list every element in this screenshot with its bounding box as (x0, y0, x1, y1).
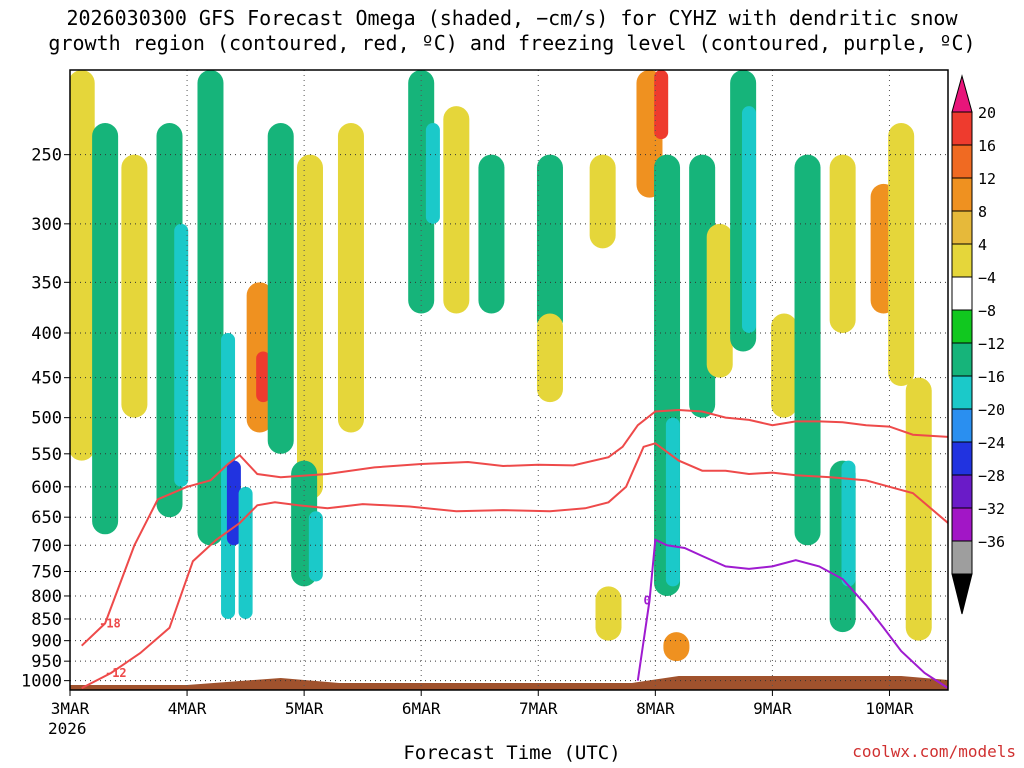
omega-region-40 (905, 377, 932, 641)
omega-region-25 (654, 70, 669, 140)
y-tick-label-700: 700 (31, 536, 62, 556)
colorbar-label-4: 4 (978, 236, 987, 254)
omega-region-11 (267, 123, 294, 454)
x-tick-label-10MAR: 10MAR (865, 699, 914, 718)
omega-region-18 (443, 106, 470, 314)
colorbar-label-2: 12 (978, 170, 996, 188)
omega-region-8 (238, 486, 253, 619)
y-tick-label-500: 500 (31, 409, 62, 429)
colorbar-label-3: 8 (978, 203, 987, 221)
omega-region-22 (589, 154, 616, 249)
colorbar-label-5: −4 (978, 269, 996, 287)
colorbar-label-12: −32 (978, 500, 1005, 518)
omega-region-17 (425, 123, 440, 224)
omega-shading (70, 70, 932, 662)
terrain-surface (70, 676, 948, 690)
colorbar-swatch-1 (951, 111, 973, 146)
y-tick-label-850: 850 (31, 610, 62, 630)
contour-label-2: 0 (643, 594, 650, 608)
omega-region-19 (478, 154, 505, 314)
x-tick-label-8MAR: 8MAR (636, 699, 675, 718)
plot-frame (69, 69, 949, 691)
omega-region-0 (70, 70, 95, 461)
omega-region-23 (595, 586, 622, 641)
y-tick-label-350: 350 (31, 273, 62, 293)
colorbar-label-7: −12 (978, 335, 1005, 353)
omega-region-21 (536, 313, 563, 403)
x-tick-label-3MAR: 3MAR (51, 699, 90, 718)
y-tick-label-250: 250 (31, 146, 62, 166)
contours: -18 -12 0 (81, 408, 948, 689)
omega-region-30 (706, 223, 733, 378)
contour-line-0 (81, 408, 948, 647)
omega-region-12 (296, 154, 323, 500)
colorbar-swatch-7 (951, 309, 973, 344)
omega-region-34 (794, 154, 821, 546)
colorbar-label-11: −28 (978, 467, 1005, 485)
colorbar-swatch-10 (951, 408, 973, 443)
omega-region-32 (741, 106, 756, 333)
colorbar-label-13: −36 (978, 533, 1005, 551)
omega-region-5 (197, 70, 224, 546)
chart-title-line-1: 2026030300 GFS Forecast Omega (shaded, −… (66, 6, 958, 30)
colorbar-top-arrow (951, 74, 973, 113)
omega-region-4 (174, 223, 189, 487)
y-tick-label-950: 950 (31, 652, 62, 672)
omega-region-35 (829, 154, 856, 333)
y-tick-label-900: 900 (31, 632, 62, 652)
omega-region-33 (771, 313, 798, 418)
omega-region-10 (256, 351, 271, 403)
omega-region-1 (92, 123, 119, 535)
colorbar-label-6: −8 (978, 302, 996, 320)
omega-region-37 (841, 460, 856, 587)
y-tick-label-450: 450 (31, 369, 62, 389)
y-tick-label-650: 650 (31, 508, 62, 528)
x-axis-title: Forecast Time (UTC) (403, 742, 621, 764)
omega-region-27 (665, 417, 680, 587)
x-year-label: 2026 (48, 719, 87, 738)
y-tick-label-600: 600 (31, 478, 62, 498)
colorbar-swatch-12 (951, 474, 973, 509)
x-tick-label-7MAR: 7MAR (519, 699, 558, 718)
site-credit[interactable]: coolwx.com/models (852, 742, 1016, 761)
colorbar-swatch-5 (951, 243, 973, 278)
omega-region-14 (308, 511, 323, 582)
colorbar-label-10: −24 (978, 434, 1005, 452)
colorbar-label-9: −20 (978, 401, 1005, 419)
omega-region-39 (888, 123, 915, 387)
colorbar-label-1: 16 (978, 137, 996, 155)
omega-region-28 (663, 632, 690, 662)
colorbar-swatch-4 (951, 210, 973, 245)
colorbar-swatch-8 (951, 342, 973, 377)
colorbar-label-0: 20 (978, 104, 996, 122)
colorbar-swatch-14 (951, 540, 973, 575)
y-tick-label-1000: 1000 (21, 672, 62, 692)
x-tick-label-4MAR: 4MAR (168, 699, 207, 718)
y-tick-label-400: 400 (31, 324, 62, 344)
colorbar-swatch-9 (951, 375, 973, 410)
contour-line-2 (636, 538, 948, 689)
y-tick-label-550: 550 (31, 445, 62, 465)
colorbar-swatch-13 (951, 507, 973, 542)
x-tick-label-5MAR: 5MAR (285, 699, 324, 718)
omega-region-20 (536, 154, 563, 333)
contour-line-1 (81, 442, 948, 689)
x-tick-label-9MAR: 9MAR (753, 699, 792, 718)
y-tick-label-750: 750 (31, 562, 62, 582)
colorbar-swatch-6 (951, 276, 973, 311)
omega-region-15 (337, 123, 364, 433)
colorbar-swatch-2 (951, 144, 973, 179)
x-tick-label-6MAR: 6MAR (402, 699, 441, 718)
colorbar-label-8: −16 (978, 368, 1005, 386)
colorbar-swatch-11 (951, 441, 973, 476)
contour-label-1: -12 (105, 666, 127, 680)
colorbar-bottom-arrow (951, 573, 973, 615)
omega-region-2 (121, 154, 148, 418)
y-tick-label-800: 800 (31, 587, 62, 607)
y-tick-label-300: 300 (31, 215, 62, 235)
contour-label-0: -18 (99, 616, 121, 630)
chart-title-line-2: growth region (contoured, red, ºC) and f… (48, 31, 976, 55)
colorbar-swatch-3 (951, 177, 973, 212)
